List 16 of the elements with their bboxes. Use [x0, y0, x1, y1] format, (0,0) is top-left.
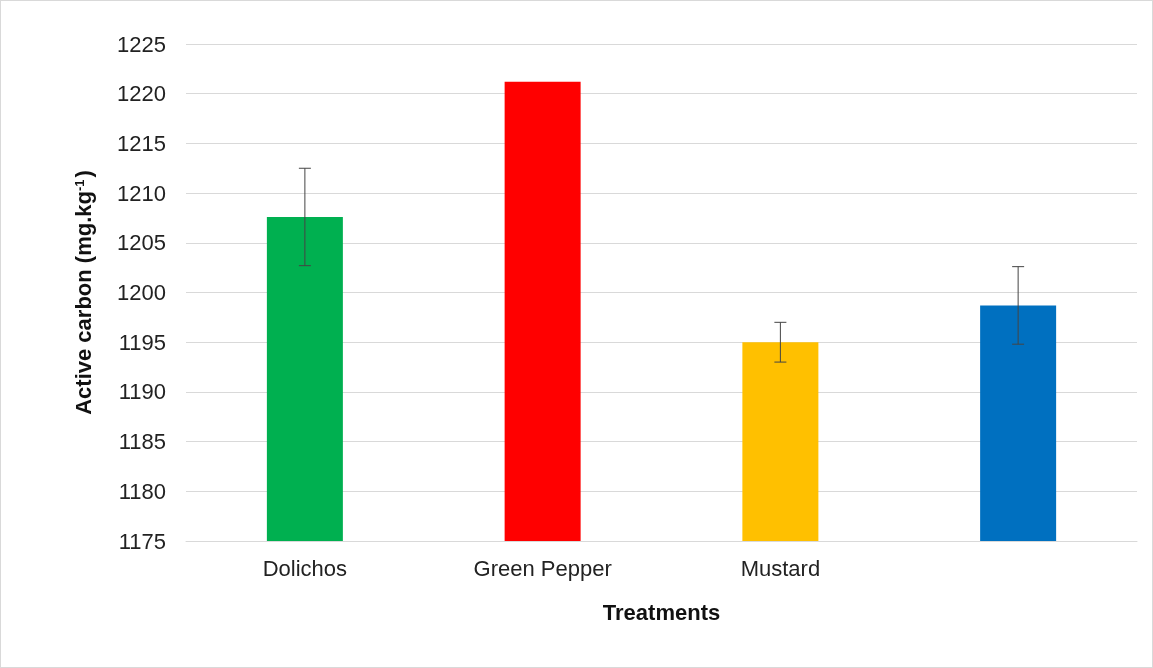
- y-tick-label: 1195: [118, 329, 166, 355]
- y-tick-label: 1225: [117, 31, 166, 57]
- y-tick-label: 1215: [117, 130, 166, 156]
- x-tick-label: Dolichos: [262, 555, 348, 581]
- y-tick-label: 1190: [118, 379, 166, 405]
- y-tick-label: 1175: [118, 528, 166, 554]
- y-tick-label: 1180: [118, 478, 166, 504]
- y-tick-label: 1220: [117, 81, 166, 107]
- y-axis-title: Active carbon (mg.kg-1): [70, 170, 96, 415]
- y-tick-label: 1205: [117, 230, 166, 256]
- x-tick-label: Green Pepper: [473, 555, 612, 581]
- y-tick-label: 1200: [117, 280, 166, 305]
- x-tick-label: Mustard: [740, 555, 821, 581]
- y-tick-label: 1185: [118, 429, 166, 455]
- x-axis-title: Treatments: [602, 599, 721, 625]
- y-tick-label: 1210: [117, 180, 166, 206]
